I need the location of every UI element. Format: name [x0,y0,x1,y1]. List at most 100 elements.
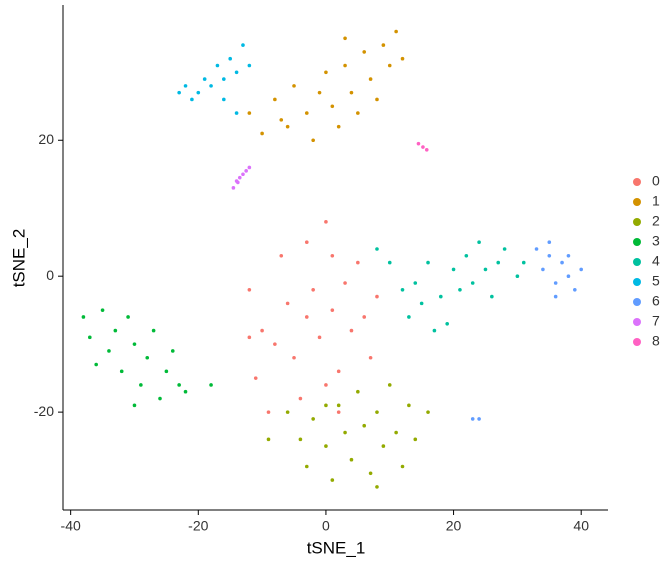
legend-marker [633,258,641,266]
legend-marker [633,178,641,186]
legend-label: 8 [652,333,660,349]
x-axis-label: tSNE_1 [307,538,366,557]
legend-marker [633,218,641,226]
point [170,349,175,353]
y-tick-label: 20 [38,131,54,147]
point [387,260,392,265]
legend-marker [633,298,641,306]
point [234,70,239,75]
point [304,111,309,115]
point [381,444,386,448]
point [119,369,124,374]
point [317,335,322,340]
x-tick-label: -40 [61,518,81,534]
point [222,77,226,81]
point [432,328,437,333]
point [183,389,188,394]
x-tick-label: 20 [446,518,462,534]
point [311,417,315,421]
point [368,471,373,476]
point [349,90,354,95]
legend-label: 0 [652,173,660,189]
point [247,63,252,68]
point [400,464,405,469]
point [413,281,418,285]
point [387,63,392,68]
point [183,84,188,88]
point [356,111,360,115]
x-tick-label: 0 [322,518,330,534]
point [241,43,245,47]
point [375,97,379,102]
point [553,294,558,299]
point [209,84,213,88]
point [470,417,475,421]
point [247,335,252,340]
point [547,240,552,245]
point [483,267,488,272]
point [343,281,347,285]
point [566,274,571,278]
point [247,165,252,170]
point [330,478,335,482]
point [521,260,526,265]
point [285,410,290,414]
point [579,267,583,272]
point [464,254,469,258]
legend-label: 1 [652,193,660,209]
point [244,169,248,173]
point [273,342,277,346]
point [547,254,552,258]
point [381,43,386,47]
point [177,383,181,387]
point [356,260,360,265]
point [324,70,328,75]
point [234,111,239,115]
point [502,247,507,251]
point [470,281,475,285]
point [222,97,226,102]
legend-label: 2 [652,213,660,229]
point [407,315,411,319]
point [145,355,150,360]
point [139,383,143,387]
point [566,254,571,258]
point [421,145,425,149]
point [241,172,245,177]
point [515,274,520,278]
point [394,29,398,34]
point [336,124,341,129]
point [356,389,360,394]
point [132,403,137,408]
point [324,383,328,387]
point [560,260,564,265]
legend-label: 5 [652,273,660,289]
point [273,97,277,102]
legend-label: 7 [652,313,660,329]
point [317,90,322,95]
legend-label: 4 [652,253,660,269]
point [445,321,449,326]
point [260,328,264,333]
point [279,254,284,258]
legend-label: 6 [652,293,660,309]
point [158,396,162,401]
point [209,383,213,387]
point [490,294,494,299]
point [426,410,430,414]
point [438,294,443,299]
point [330,104,335,109]
point [336,410,341,414]
point [343,36,347,41]
point [88,335,92,340]
y-tick-label: -20 [34,403,54,419]
point [330,254,335,258]
point [285,124,290,129]
point [407,403,411,408]
point [132,342,137,346]
point [231,186,236,190]
point [451,267,456,272]
point [343,430,347,435]
point [94,362,98,367]
point [202,77,207,81]
